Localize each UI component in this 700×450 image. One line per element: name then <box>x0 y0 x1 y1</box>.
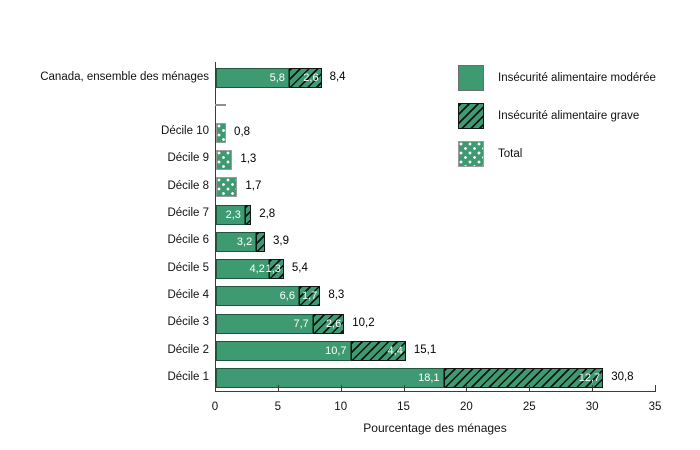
x-tick-label-5: 5 <box>274 401 282 413</box>
x-tick-35 <box>655 385 656 391</box>
value-total-d-cile-2: 15,1 <box>413 344 437 356</box>
value-total-d-cile-7: 2,8 <box>259 207 276 220</box>
value-total-d-cile-5: 5,4 <box>291 262 308 275</box>
x-tick-20 <box>466 385 468 391</box>
x-tick-15 <box>403 385 405 391</box>
x-tick-30 <box>592 385 594 391</box>
category-label-d-cile-8: Décile 8 <box>167 179 209 192</box>
legend-item-grave: Insécurité alimentaire grave <box>458 103 656 129</box>
no-data-dash <box>215 104 226 107</box>
x-tick-label-0: 0 <box>211 401 219 413</box>
legend-swatch-solid-icon <box>458 65 484 91</box>
legend-swatch-hatch-icon <box>458 103 484 129</box>
bar-total-d-cile-8 <box>216 177 238 198</box>
x-tick-5 <box>277 385 279 391</box>
category-label-d-cile-4: Décile 4 <box>167 288 209 301</box>
bar-moderee-canada-ensemble-des-m-nages: 5,8 <box>216 68 289 88</box>
bar-moderee-d-cile-6: 3,2 <box>216 231 257 252</box>
category-label-d-cile-9: Décile 9 <box>167 152 209 165</box>
bar-total-d-cile-10 <box>216 122 227 143</box>
value-total-d-cile-3: 10,2 <box>352 316 375 329</box>
bar-grave-d-cile-7 <box>244 204 252 225</box>
value-total-d-cile-6: 3,9 <box>273 234 290 247</box>
category-label-d-cile-6: Décile 6 <box>167 234 209 247</box>
legend-label-total: Total <box>498 148 523 160</box>
category-label-d-cile-10: Décile 10 <box>161 125 209 138</box>
x-axis-line <box>215 391 656 392</box>
value-total-d-cile-8: 1,7 <box>245 180 262 193</box>
value-total-d-cile-4: 8,3 <box>328 289 345 302</box>
category-label-canada-ensemble-des-m-nages: Canada, ensemble des ménages <box>40 70 209 83</box>
x-axis-title: Pourcentage des ménages <box>363 421 507 435</box>
category-label-d-cile-3: Décile 3 <box>167 316 209 329</box>
value-total-canada-ensemble-des-m-nages: 8,4 <box>329 71 346 83</box>
x-tick-label-35: 35 <box>648 401 662 413</box>
bar-grave-canada-ensemble-des-m-nages: 2,6 <box>288 68 322 88</box>
x-tick-label-15: 15 <box>397 401 410 413</box>
legend: Insécurité alimentaire modérée Insécurit… <box>458 65 656 167</box>
x-tick-0 <box>215 385 216 391</box>
bar-moderee-d-cile-2: 10,7 <box>216 341 351 361</box>
legend-label-grave: Insécurité alimentaire grave <box>498 110 640 122</box>
category-label-d-cile-5: Décile 5 <box>167 261 209 274</box>
bar-grave-d-cile-3: 2,6 <box>312 313 345 334</box>
x-tick-label-10: 10 <box>334 401 348 413</box>
legend-swatch-dots-icon <box>458 141 484 167</box>
legend-item-total: Total <box>458 141 656 167</box>
bar-grave-d-cile-5: 1,3 <box>266 259 284 280</box>
bar-grave-d-cile-2: 4,4 <box>350 341 406 361</box>
x-tick-label-20: 20 <box>460 401 473 413</box>
bar-grave-d-cile-4: 1,7 <box>298 286 321 307</box>
bar-moderee-d-cile-3: 7,7 <box>216 313 313 334</box>
bar-moderee-d-cile-5: 4,2 <box>216 259 269 280</box>
value-total-d-cile-10: 0,8 <box>234 125 251 138</box>
x-tick-label-30: 30 <box>585 401 599 413</box>
category-label-d-cile-1: Décile 1 <box>167 370 209 383</box>
bar-grave-d-cile-6 <box>256 231 266 252</box>
value-total-d-cile-9: 1,3 <box>240 152 257 165</box>
legend-label-moderee: Insécurité alimentaire modérée <box>498 72 656 84</box>
bar-grave-d-cile-1: 12,7 <box>443 368 604 389</box>
category-label-d-cile-2: Décile 2 <box>167 343 209 356</box>
legend-item-moderee: Insécurité alimentaire modérée <box>458 65 656 91</box>
x-tick-label-25: 25 <box>522 401 536 413</box>
bar-moderee-d-cile-4: 6,6 <box>216 286 299 307</box>
bar-moderee-d-cile-1: 18,1 <box>216 368 444 389</box>
x-tick-25 <box>529 385 531 391</box>
y-axis-line <box>215 62 216 391</box>
value-total-d-cile-1: 30,8 <box>611 371 634 384</box>
category-label-d-cile-7: Décile 7 <box>167 207 209 219</box>
x-tick-10 <box>340 385 342 391</box>
bar-total-d-cile-9 <box>216 149 233 170</box>
bar-moderee-d-cile-7: 2,3 <box>216 204 245 225</box>
